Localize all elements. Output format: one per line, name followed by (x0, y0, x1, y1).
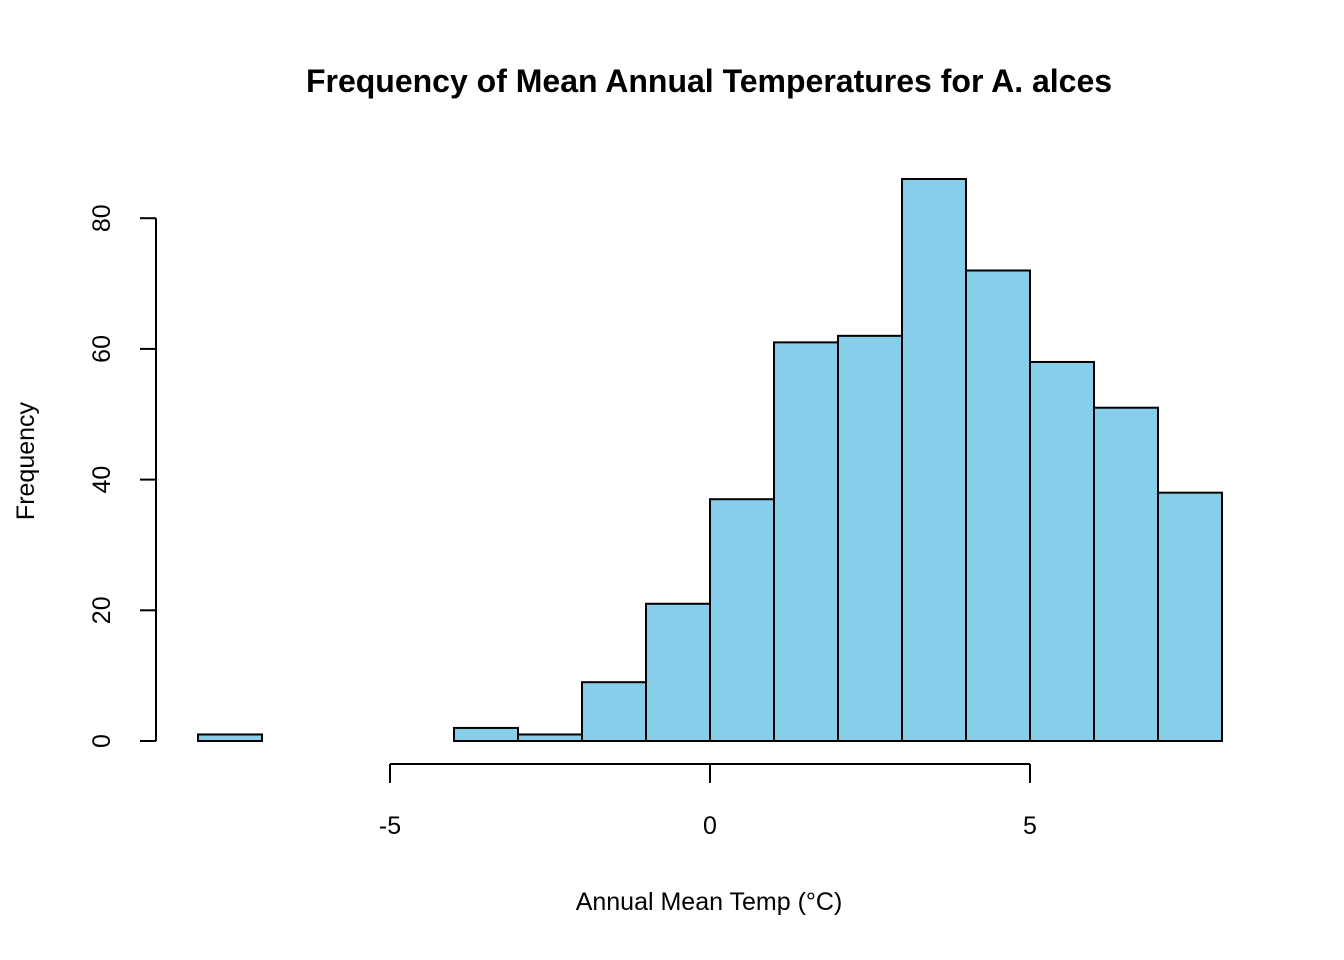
histogram-bar (581, 681, 647, 742)
y-tick-label: 60 (88, 335, 116, 363)
x-tick-label: 0 (703, 812, 717, 840)
x-axis-title: Annual Mean Temp (°C) (576, 888, 843, 916)
histogram-bar (453, 726, 519, 743)
y-tick-label: 80 (88, 204, 116, 232)
y-tick-label: 20 (88, 596, 116, 624)
histogram-bar (837, 334, 903, 742)
histogram-bar (709, 498, 775, 742)
histogram-bar (1029, 360, 1095, 742)
histogram-bars (197, 178, 1223, 743)
histogram-bar (1157, 491, 1223, 742)
chart-title: Frequency of Mean Annual Temperatures fo… (306, 63, 1112, 99)
x-tick-label: 5 (1023, 812, 1037, 840)
y-axis-title: Frequency (12, 401, 40, 520)
histogram-bar (901, 178, 967, 742)
x-tick-label: -5 (379, 812, 401, 840)
histogram-bar (965, 269, 1031, 742)
histogram-bar (773, 341, 839, 742)
y-axis: 0 20 40 60 80 (88, 204, 157, 748)
histogram-bar (517, 733, 583, 742)
x-axis: -5 0 5 (379, 763, 1037, 840)
y-tick-label: 40 (88, 466, 116, 494)
histogram-bar (197, 733, 263, 742)
histogram-bar (1093, 406, 1159, 742)
histogram-bar (645, 602, 711, 743)
y-tick-label: 0 (88, 734, 116, 748)
